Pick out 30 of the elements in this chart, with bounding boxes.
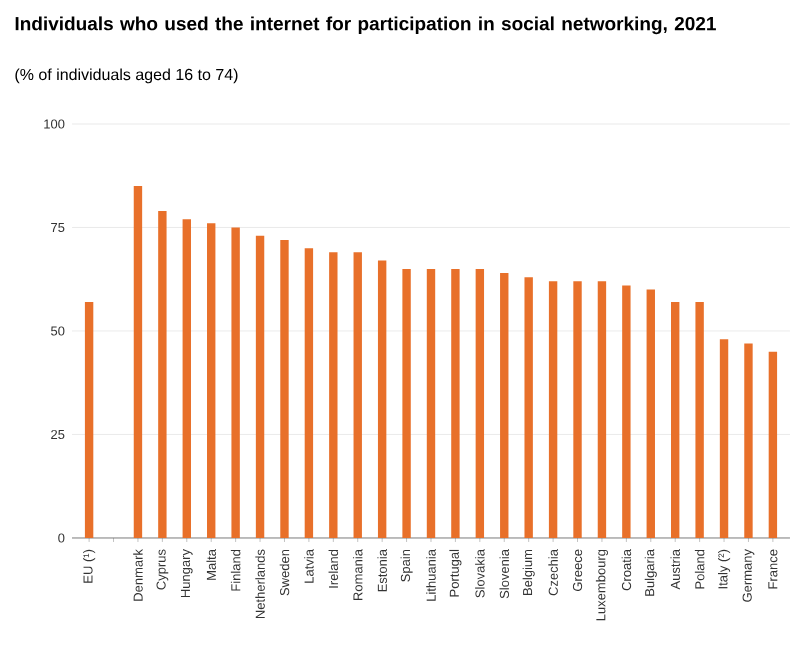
bar bbox=[548, 281, 558, 538]
bar bbox=[231, 227, 240, 538]
bar bbox=[280, 239, 289, 538]
chart-title: Individuals who used the internet for participation in social networking, 2021 bbox=[15, 16, 716, 35]
bar bbox=[182, 219, 191, 538]
bar bbox=[133, 186, 143, 538]
bar bbox=[646, 289, 655, 538]
bar bbox=[719, 339, 729, 538]
bar bbox=[622, 285, 631, 538]
bar bbox=[353, 252, 362, 538]
bar bbox=[426, 268, 436, 538]
bar bbox=[695, 302, 704, 538]
bar bbox=[402, 268, 411, 538]
bar bbox=[451, 268, 460, 538]
bar bbox=[158, 210, 167, 538]
bar bbox=[255, 235, 265, 538]
bar bbox=[304, 248, 314, 538]
bar bbox=[744, 343, 753, 538]
bar bbox=[475, 268, 485, 538]
bar bbox=[84, 302, 94, 538]
bar bbox=[768, 351, 778, 538]
bar bbox=[573, 281, 582, 538]
bar bbox=[671, 302, 680, 538]
bar bbox=[329, 252, 338, 538]
bar bbox=[500, 273, 509, 538]
bar bbox=[377, 260, 387, 538]
bar bbox=[597, 281, 607, 538]
bar bbox=[207, 223, 216, 538]
chart-subtitle: (% of individuals aged 16 to 74) bbox=[15, 68, 238, 84]
bar bbox=[524, 277, 533, 538]
